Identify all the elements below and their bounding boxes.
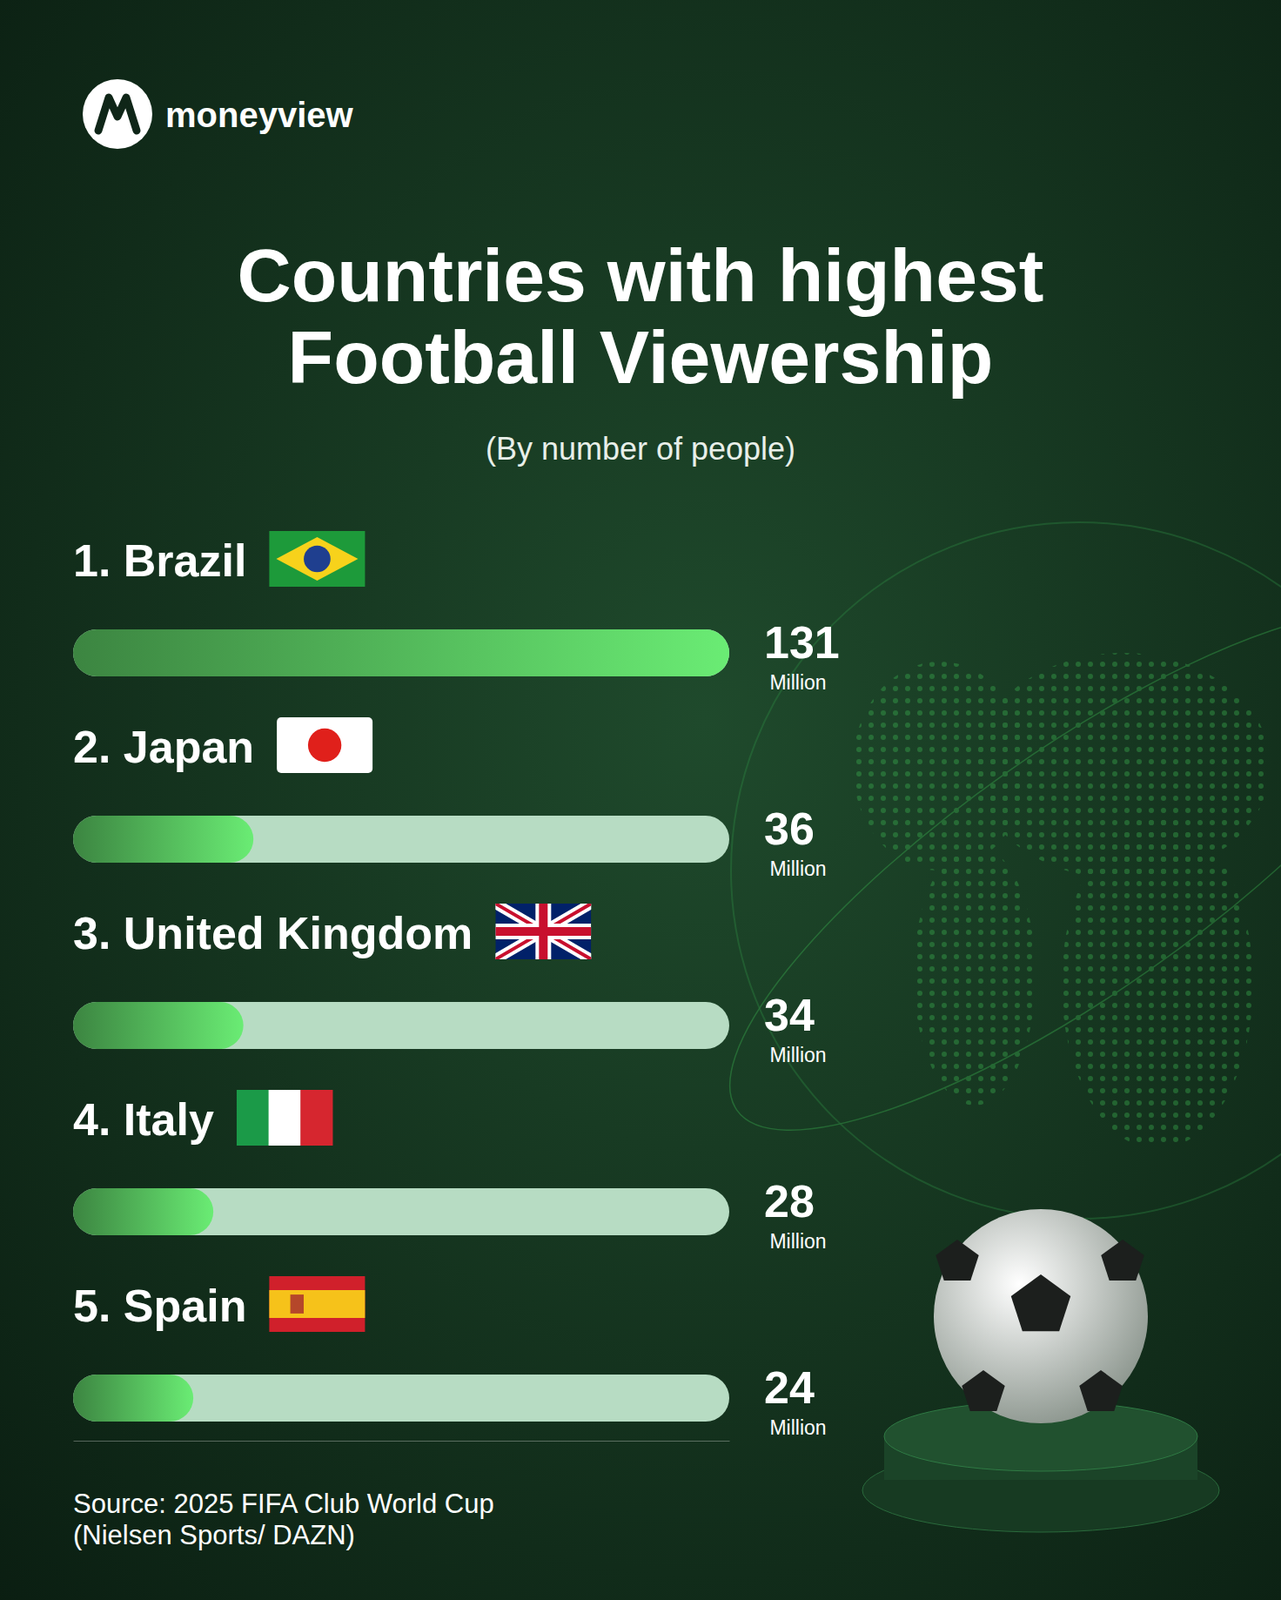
data-label-number: 131 [764, 617, 840, 668]
source-line: (Nielsen Sports/ DAZN) [73, 1519, 356, 1550]
source: Source: 2025 FIFA Club World Cup(Nielsen… [73, 1488, 495, 1550]
logo-mark [98, 97, 137, 131]
globe-continent [852, 661, 1027, 871]
title: Countries with highestFootball Viewershi… [237, 233, 1045, 399]
data-label-unit: Million [764, 1415, 827, 1439]
bar [73, 815, 254, 863]
flag-part [495, 903, 591, 960]
bar [73, 1374, 194, 1422]
title-line: Football Viewership [288, 315, 994, 399]
globe-continent [1061, 818, 1254, 1149]
bar-track [73, 1187, 730, 1235]
globe-outline [731, 522, 1281, 1219]
bar [73, 629, 730, 677]
flag [236, 1089, 334, 1146]
x-axis [73, 1440, 731, 1442]
flag-part [268, 1089, 302, 1146]
data-label: 28 Million [764, 1175, 827, 1253]
bar-track [73, 815, 730, 863]
globe-continent [913, 844, 1036, 1106]
logo [82, 79, 153, 149]
chart: moneyview Countries with highestFootball … [0, 0, 1281, 1600]
flag-part [268, 1289, 365, 1318]
data-label-number: 28 [764, 1175, 815, 1227]
flag-part [495, 903, 591, 960]
data-label: 24 Million [764, 1361, 827, 1439]
ball-patch [1100, 1239, 1144, 1281]
data-label-number: 24 [764, 1361, 815, 1413]
globe-land [852, 652, 1271, 1149]
brand-name: moneyview [165, 95, 355, 135]
flag [276, 717, 373, 773]
ball-decoration [862, 1208, 1220, 1532]
flag-part [236, 1089, 269, 1146]
category-label: 4. Italy [73, 1093, 215, 1145]
flag-part [308, 728, 342, 762]
data-labels: 131 Million36 Million34 Million28 Millio… [764, 617, 840, 1439]
flag-part [268, 1275, 365, 1332]
data-label-unit: Million [764, 1229, 827, 1253]
flag-part [275, 536, 358, 581]
data-label: 36 Million [764, 803, 827, 880]
ball [933, 1208, 1148, 1423]
globe [667, 522, 1281, 1219]
data-label: 131 Million [764, 617, 840, 694]
tracks [73, 629, 730, 1422]
ball-patch [1079, 1369, 1122, 1411]
bar-track [73, 629, 730, 677]
brand: moneyview [82, 79, 355, 149]
data-label-unit: Million [764, 857, 827, 880]
category-label: 3. United Kingdom [73, 907, 473, 959]
flag [495, 903, 591, 960]
category-label: 5. Spain [73, 1280, 247, 1331]
axis-line [73, 1440, 731, 1442]
ball-patch [961, 1369, 1005, 1411]
subtitle: (By number of people) [485, 430, 796, 467]
flag-part [276, 717, 373, 773]
flag-part [495, 903, 591, 960]
bar-track [73, 1001, 730, 1049]
globe-orbit [667, 530, 1281, 1210]
data-label-unit: Million [764, 670, 827, 694]
category-label: 2. Japan [73, 721, 255, 772]
flag-part [495, 903, 591, 960]
flag-part [495, 903, 591, 960]
source-line: Source: 2025 FIFA Club World Cup [73, 1488, 495, 1519]
bar-track [73, 1374, 730, 1422]
flag-part [268, 530, 365, 587]
flag-part [300, 1089, 333, 1146]
ball-patch [1011, 1274, 1071, 1331]
ball-patch [935, 1239, 979, 1281]
title-line: Countries with highest [237, 233, 1045, 317]
flag [268, 530, 365, 587]
flag [268, 1275, 365, 1332]
flag-part [303, 545, 331, 573]
data-label-number: 36 [764, 803, 815, 854]
data-label-unit: Million [764, 1043, 827, 1067]
flag-part [290, 1294, 304, 1314]
bars [73, 629, 730, 1422]
bar [73, 1001, 244, 1049]
data-label-number: 34 [764, 989, 815, 1040]
data-label: 34 Million [764, 989, 827, 1067]
flag-clip [495, 903, 591, 960]
background [0, 0, 1281, 1600]
bar [73, 1187, 214, 1235]
category-label: 1. Brazil [73, 535, 247, 586]
